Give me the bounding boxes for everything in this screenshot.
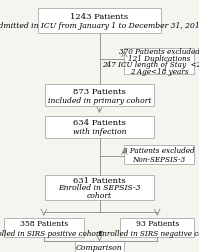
Text: Admitted in ICU from January 1 to December 31, 2015: Admitted in ICU from January 1 to Decemb…: [0, 22, 199, 30]
Text: Non-SEPSIS-3: Non-SEPSIS-3: [133, 155, 186, 164]
Text: Enrolled in SEPSIS-3: Enrolled in SEPSIS-3: [58, 184, 141, 192]
Text: cohort: cohort: [87, 191, 112, 199]
Text: 634 Patients: 634 Patients: [73, 119, 126, 127]
Text: enrolled in SIRS positive cohort: enrolled in SIRS positive cohort: [0, 229, 102, 237]
Text: 247 ICU length of Stay  <24 hr: 247 ICU length of Stay <24 hr: [102, 61, 199, 69]
Text: 1243 Patients: 1243 Patients: [70, 13, 129, 21]
FancyBboxPatch shape: [45, 116, 154, 138]
Text: 370 Patients excluded: 370 Patients excluded: [119, 48, 199, 56]
FancyBboxPatch shape: [45, 85, 154, 106]
Text: 93 Patients: 93 Patients: [136, 219, 179, 228]
Text: Comparison: Comparison: [76, 243, 123, 251]
Text: 631 Patients: 631 Patients: [73, 176, 126, 184]
Text: 121 Duplications: 121 Duplications: [128, 54, 190, 62]
FancyBboxPatch shape: [124, 145, 194, 164]
Text: with infection: with infection: [73, 128, 126, 136]
Text: 873 Patients: 873 Patients: [73, 87, 126, 95]
FancyBboxPatch shape: [124, 48, 194, 75]
Text: 358 Patients: 358 Patients: [20, 219, 68, 228]
FancyBboxPatch shape: [120, 218, 194, 237]
Text: 3 Patients excluded: 3 Patients excluded: [123, 146, 195, 154]
Text: 2 Age<18 years: 2 Age<18 years: [130, 67, 188, 75]
FancyBboxPatch shape: [4, 218, 84, 237]
FancyBboxPatch shape: [75, 241, 124, 252]
Text: Enrolled in SIRS negative cohort: Enrolled in SIRS negative cohort: [97, 229, 199, 237]
FancyBboxPatch shape: [45, 175, 154, 200]
FancyBboxPatch shape: [38, 9, 161, 34]
Text: included in primary cohort: included in primary cohort: [48, 96, 151, 104]
